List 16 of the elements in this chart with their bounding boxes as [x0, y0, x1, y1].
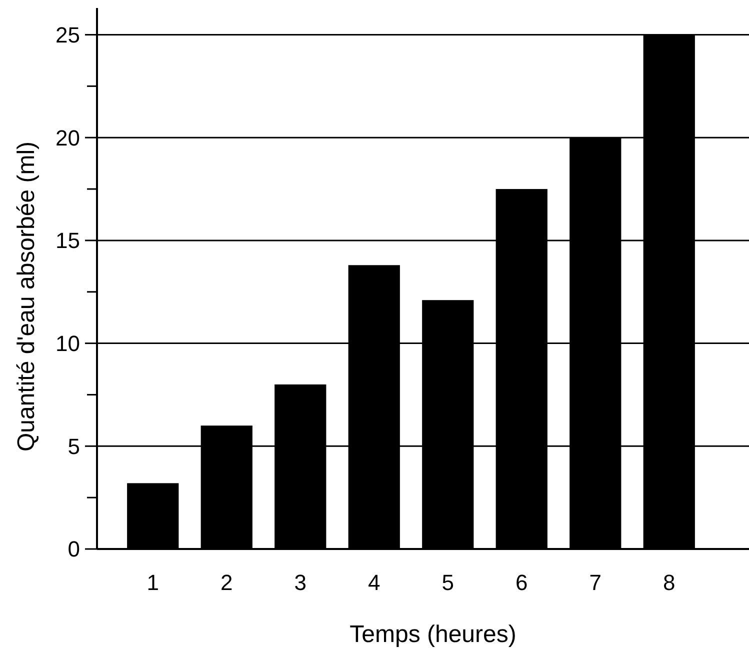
x-tick-label: 4 — [368, 570, 380, 595]
y-tick-label: 10 — [56, 330, 80, 356]
y-tick-label: 25 — [56, 22, 80, 48]
x-tick-label: 3 — [294, 570, 306, 595]
x-tick-label: 6 — [516, 570, 528, 595]
y-tick-label: 5 — [68, 434, 80, 459]
y-axis-title: Quantité d'eau absorbée (ml) — [13, 141, 40, 452]
y-tick-label: 0 — [68, 536, 80, 562]
x-tick-label: 7 — [589, 570, 602, 595]
y-tick-label: 20 — [56, 125, 80, 150]
x-tick-label: 8 — [663, 570, 676, 595]
y-tick-label: 15 — [56, 228, 80, 254]
x-tick-label: 2 — [220, 570, 233, 595]
x-tick-label: 1 — [146, 570, 159, 595]
x-tick-label: 5 — [442, 570, 454, 595]
x-axis-title: Temps (heures) — [350, 621, 516, 648]
